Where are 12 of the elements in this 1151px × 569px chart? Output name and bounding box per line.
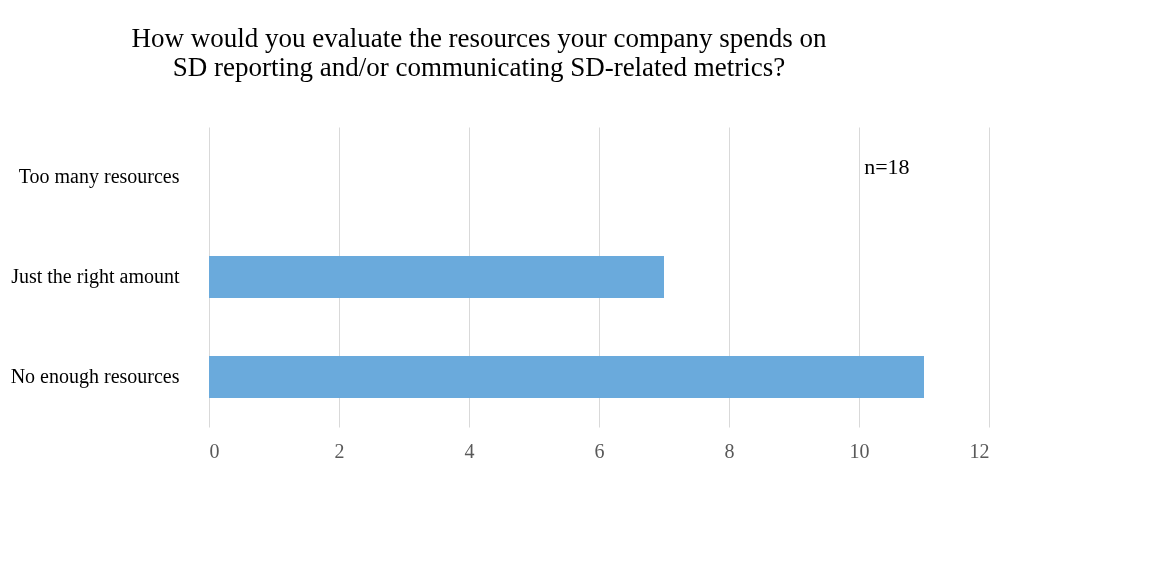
annotation: n=18 (864, 154, 910, 179)
x-tick-label: 8 (724, 439, 735, 462)
x-tick-label: 0 (209, 439, 220, 462)
x-tick-label: 4 (464, 439, 475, 462)
x-tick-label: 10 (849, 439, 870, 462)
x-tick-label: 2 (334, 439, 345, 462)
y-tick-label: Just the right amount (11, 265, 180, 288)
x-tick-label: 6 (594, 439, 605, 462)
x-tick-label: 12 (969, 439, 990, 462)
y-tick-label: Too many resources (18, 165, 180, 188)
y-tick-label: No enough resources (10, 365, 180, 388)
chart-title: How would you evaluate the resources your company spends on SD reporting and/or communicating SD-related metrics? (131, 23, 828, 82)
